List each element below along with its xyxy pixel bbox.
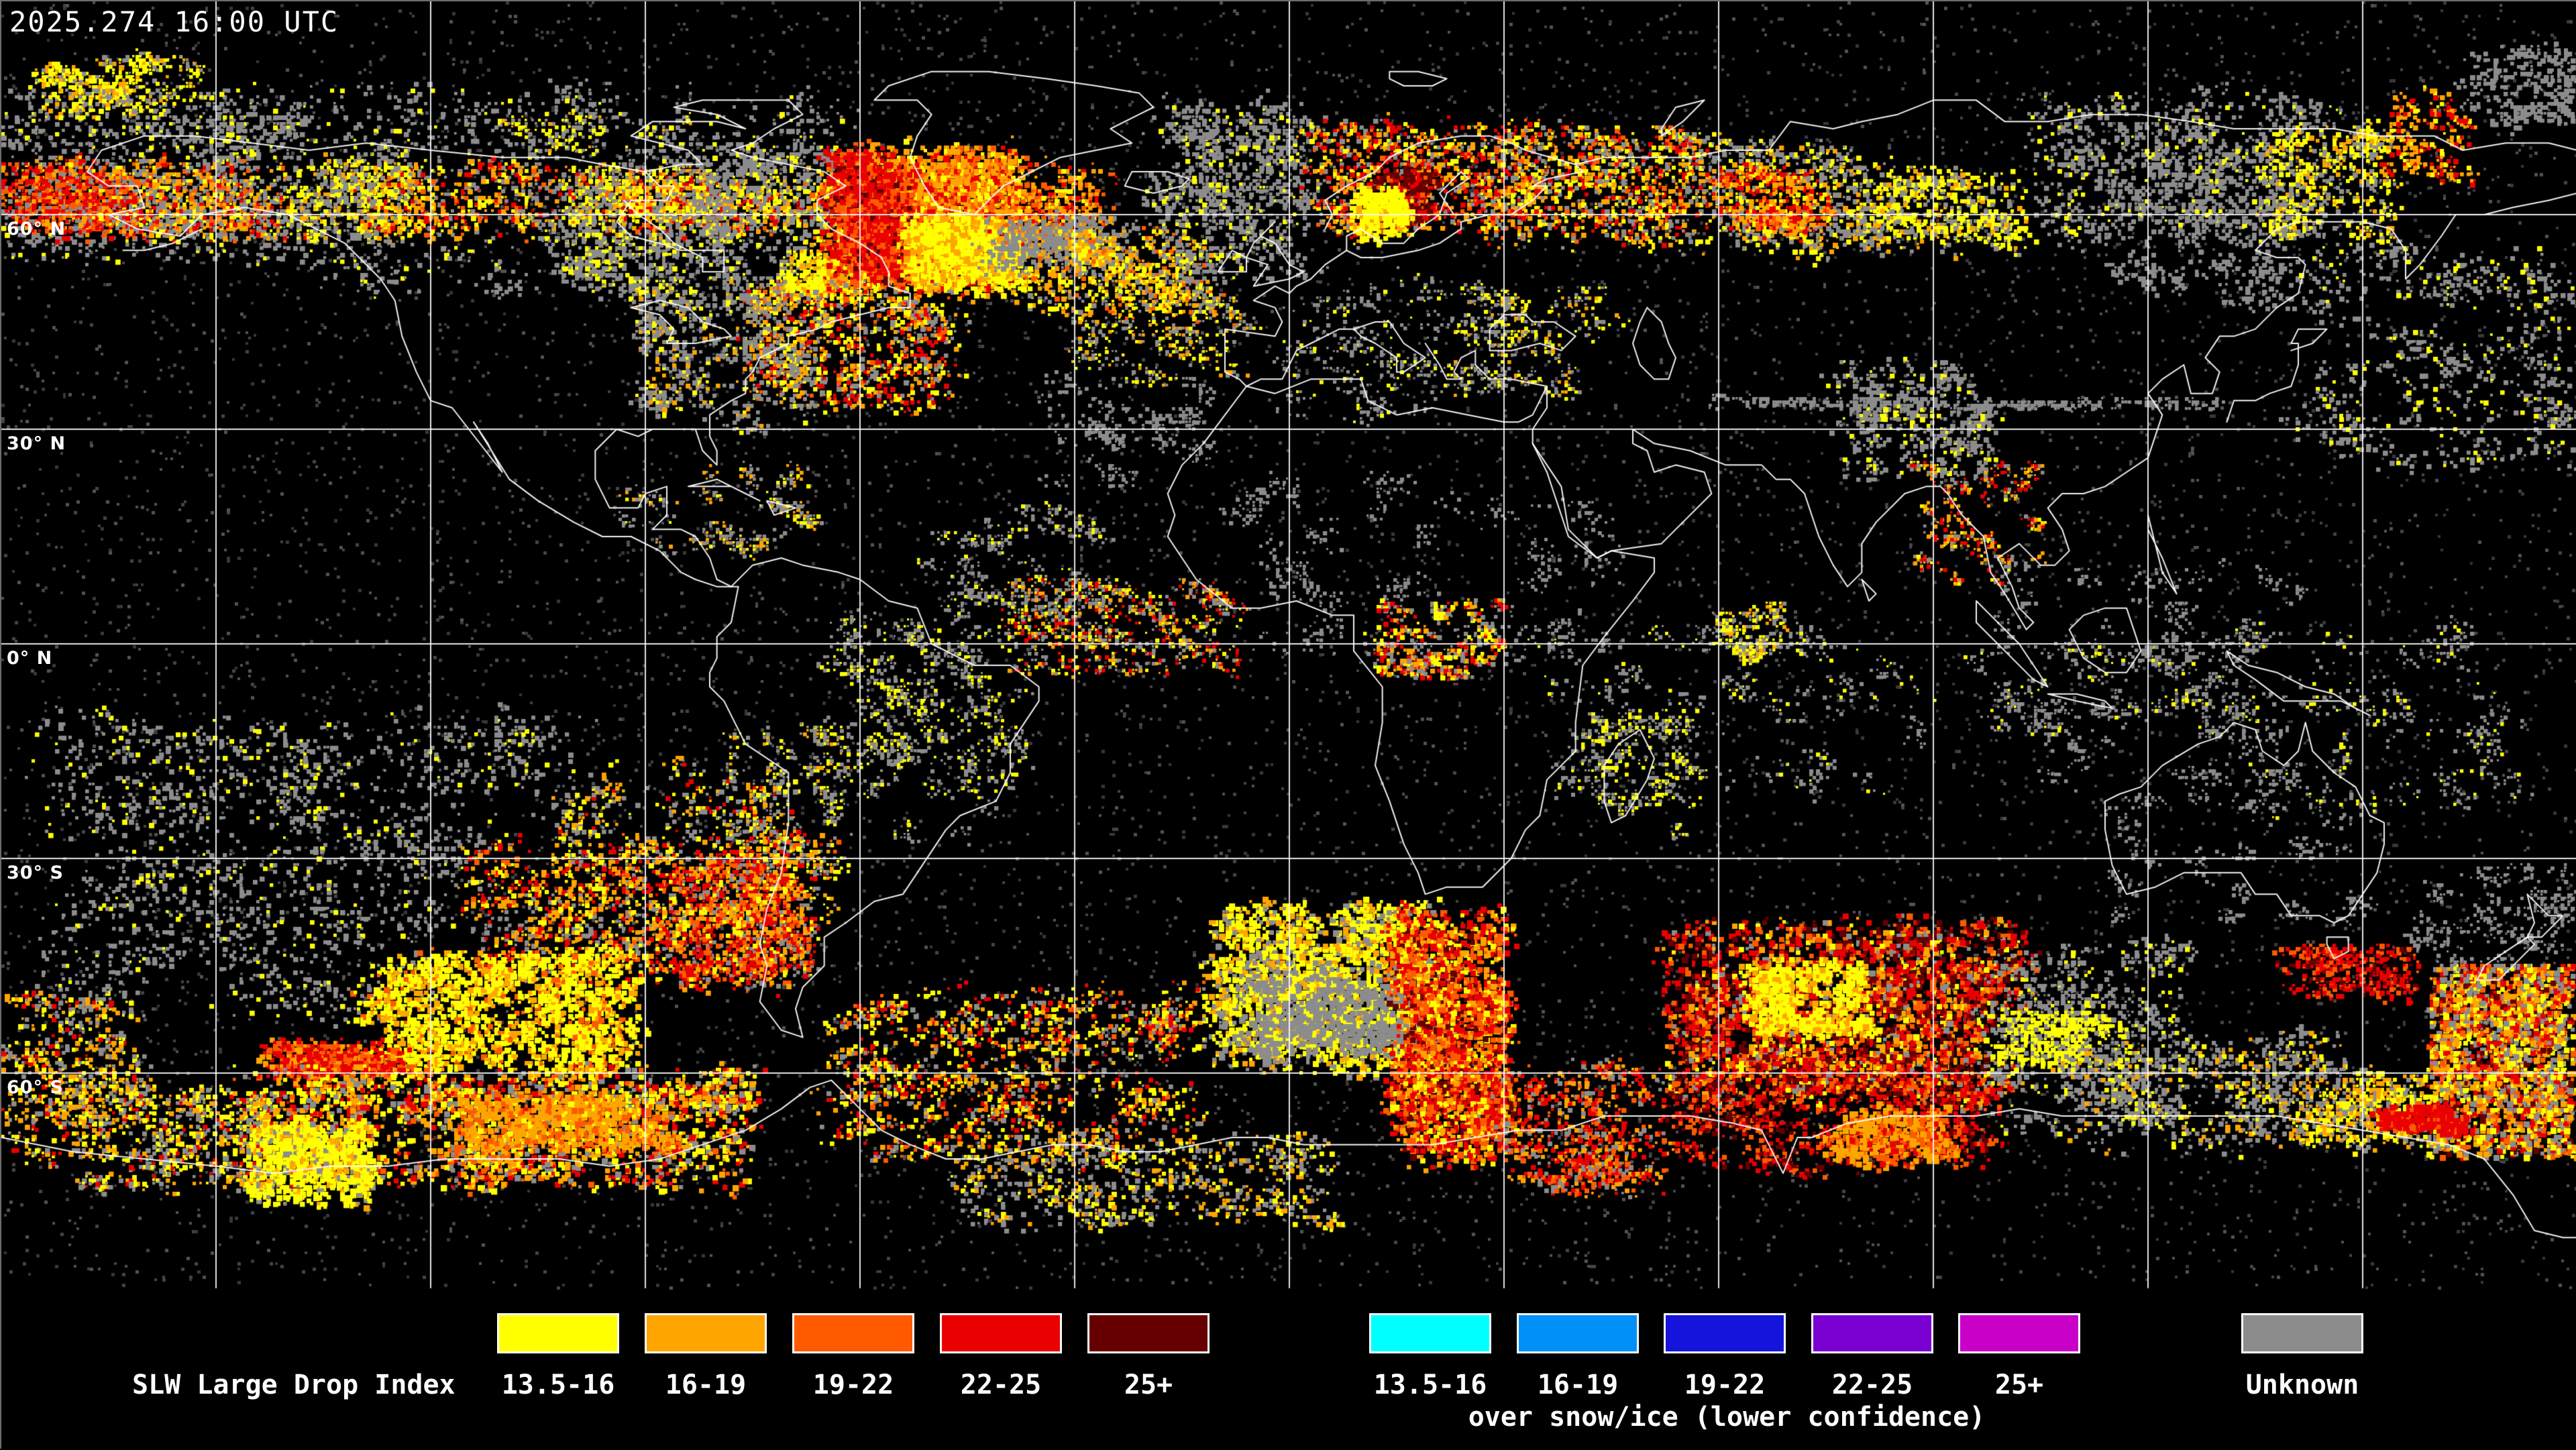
legend-snowice-3-swatch <box>1811 1313 1933 1353</box>
legend-snowice-0-label: 13.5-16 <box>1373 1370 1487 1400</box>
legend-primary-3-label: 22-25 <box>960 1370 1042 1400</box>
lat-label-4: 60° S <box>7 1077 64 1098</box>
legend-unknown-label: Unknown <box>2245 1370 2359 1400</box>
lat-label-2: 0° N <box>7 648 53 669</box>
legend-title: SLW Large Drop Index <box>132 1370 455 1400</box>
legend-snowice-4-label: 25+ <box>1994 1370 2044 1400</box>
snow-ice-caption: over snow/ice (lower confidence) <box>1468 1402 1986 1433</box>
legend-primary-3-swatch <box>940 1313 1062 1353</box>
legend-primary-0-swatch <box>497 1313 619 1353</box>
legend-snowice-3-label: 22-25 <box>1831 1370 1913 1400</box>
legend-primary-0-label: 13.5-16 <box>501 1370 615 1400</box>
lat-label-1: 30° N <box>7 433 66 454</box>
legend-primary-2-swatch <box>792 1313 914 1353</box>
legend-snowice-0-swatch <box>1369 1313 1491 1353</box>
legend-snowice-1-label: 16-19 <box>1537 1370 1619 1400</box>
legend-primary-1-label: 16-19 <box>665 1370 747 1400</box>
legend-snowice-4-swatch <box>1958 1313 2080 1353</box>
legend-unknown-swatch <box>2241 1313 2363 1353</box>
legend-primary-4-label: 25+ <box>1124 1370 1173 1400</box>
legend-snowice-2-swatch <box>1664 1313 1786 1353</box>
lat-label-0: 60° N <box>7 219 66 239</box>
legend-primary-2-label: 19-22 <box>812 1370 894 1400</box>
legend-snowice-1-swatch <box>1517 1313 1639 1353</box>
lat-label-3: 30° S <box>7 862 64 883</box>
legend-primary-1-swatch <box>645 1313 767 1353</box>
timestamp: 2025.274 16:00 UTC <box>9 5 339 38</box>
legend-primary-4-swatch <box>1087 1313 1210 1353</box>
legend-snowice-2-label: 19-22 <box>1684 1370 1766 1400</box>
